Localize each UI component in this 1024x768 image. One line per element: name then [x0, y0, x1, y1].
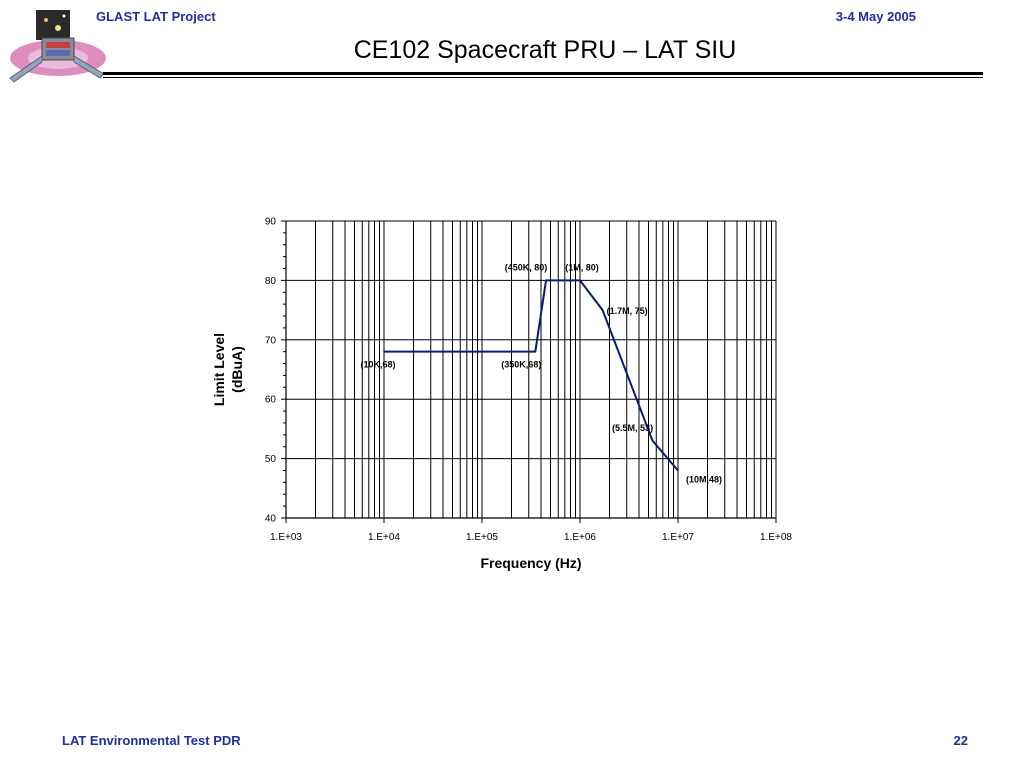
x-tick-label: 1.E+03 [270, 532, 302, 543]
point-annotation: (350K,68) [501, 360, 541, 370]
series-layer [383, 279, 679, 472]
y-tick-label: 70 [265, 335, 277, 346]
y-tick-label: 50 [265, 454, 277, 465]
title-rule-thin [103, 77, 983, 78]
axis-layer [281, 220, 777, 523]
x-tick-label: 1.E+08 [760, 532, 792, 543]
glast-satellite-logo-icon [9, 10, 106, 83]
slide-title: CE102 Spacecraft PRU – LAT SIU [353, 36, 737, 64]
grid-layer [286, 220, 777, 518]
limit-data-point [601, 309, 604, 311]
title-rule-thick [103, 72, 983, 75]
y-axis-title: Limit Level [211, 333, 227, 406]
limit-data-point [579, 279, 581, 282]
presentation-date: 3-4 May 2005 [835, 9, 916, 24]
limit-data-point [534, 350, 537, 353]
y-axis-title: (dBuA) [229, 346, 245, 393]
y-tick-label: 80 [265, 276, 277, 287]
x-tick-label: 1.E+04 [368, 532, 400, 543]
point-annotation: (450K, 80) [505, 262, 548, 272]
limit-data-point [651, 439, 654, 442]
label-layer: 40 50 60 70 80 90 1.E+03 1.E+04 1.E+05 1.E+06 1.E+… [211, 217, 792, 572]
x-axis-title: Frequency (Hz) [480, 555, 581, 571]
y-tick-label: 90 [265, 217, 277, 228]
limit-data-point [545, 279, 547, 282]
footer-title: LAT Environmental Test PDR [62, 733, 241, 748]
project-name: GLAST LAT Project [96, 9, 216, 24]
limit-data-point [383, 350, 385, 353]
point-annotation: (10K,68) [360, 360, 395, 370]
y-tick-label: 60 [265, 395, 277, 406]
x-tick-label: 1.E+06 [564, 532, 596, 543]
point-annotation: (1M, 80) [565, 262, 599, 272]
point-annotation: (1.7M, 75) [607, 306, 648, 316]
x-tick-label: 1.E+07 [662, 532, 694, 543]
page-number: 22 [953, 733, 968, 748]
x-tick-label: 1.E+05 [466, 532, 498, 543]
point-annotation: (10M,48) [686, 474, 722, 484]
y-tick-label: 40 [265, 514, 277, 525]
point-annotation: (5.5M, 53) [612, 423, 653, 433]
limit-data-point [677, 469, 679, 472]
